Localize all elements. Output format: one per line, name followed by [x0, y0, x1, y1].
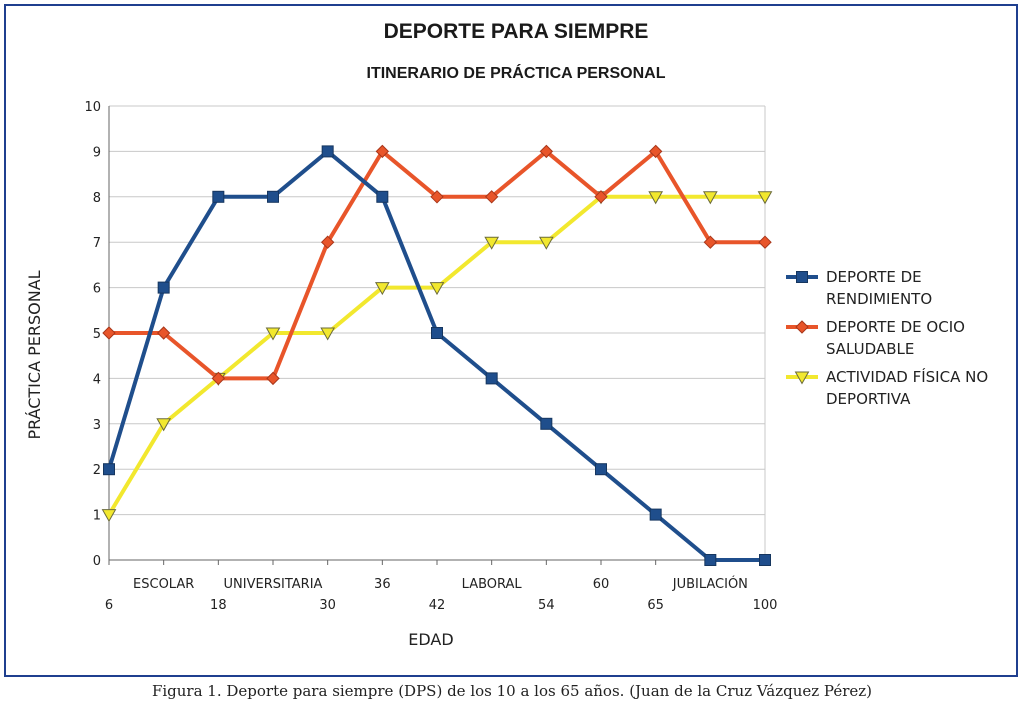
- series-line-2: [107, 194, 765, 516]
- series-0: [103, 145, 771, 566]
- legend-label-0: DEPORTE DE: [826, 268, 922, 286]
- x-stage-label: 60: [593, 577, 610, 592]
- x-age-label: 42: [429, 598, 446, 613]
- series-0-point-6: [431, 327, 443, 339]
- series-2-point-10: [648, 191, 664, 205]
- series-0-point-12: [759, 554, 771, 566]
- x-stage-label: JUBILACIÓN: [672, 576, 748, 592]
- figure-caption: Figura 1. Deporte para siempre (DPS) de …: [151, 682, 873, 700]
- y-tick-labels: 0 1 2 3 4 5 6 7 8 9 10: [84, 100, 101, 569]
- legend-swatch-marker-0: [796, 271, 808, 283]
- y-tick-label-10: 10: [84, 100, 101, 115]
- series-2: [101, 191, 773, 523]
- series-0-point-7: [485, 372, 498, 385]
- series-0-point-1: [157, 281, 170, 294]
- legend-label-0: RENDIMIENTO: [826, 290, 932, 308]
- x-stage-label: LABORAL: [462, 577, 523, 592]
- series-line-1: [109, 149, 765, 381]
- series-2-point-11: [702, 191, 718, 205]
- y-tick-label-7: 7: [93, 236, 101, 251]
- series-1-point-6: [430, 190, 444, 204]
- x-axis-label: EDAD: [408, 630, 453, 649]
- x-age-label: 18: [210, 598, 227, 613]
- series-0-point-3: [267, 190, 279, 203]
- legend: DEPORTE DE RENDIMIENTO DEPORTE DE OCIO SALU…: [786, 268, 988, 408]
- y-tick-label-4: 4: [93, 372, 101, 387]
- series-1-point-1: [156, 326, 171, 340]
- series-1-point-8: [539, 144, 554, 159]
- x-age-label: 65: [647, 598, 664, 613]
- x-age-label: 54: [538, 598, 555, 613]
- series-1-point-12: [758, 235, 772, 249]
- x-age-label: 6: [105, 598, 113, 613]
- series-0-point-11: [704, 554, 717, 566]
- y-tick-label-9: 9: [93, 145, 101, 160]
- series-2-point-12: [757, 191, 773, 205]
- series-2-point-8: [538, 236, 554, 250]
- series-1-point-0: [102, 326, 116, 340]
- series-0-point-8: [540, 417, 553, 430]
- series-0-point-5: [376, 190, 389, 203]
- x-stage-label: UNIVERSITARIA: [224, 577, 323, 592]
- legend-swatch-marker-1: [795, 320, 809, 334]
- x-age-label: 30: [319, 598, 336, 613]
- x-stage-label: 36: [374, 577, 391, 592]
- legend-label-2: ACTIVIDAD FÍSICA NO: [826, 367, 988, 386]
- series-1-point-9: [594, 190, 608, 204]
- series-2-point-0: [101, 509, 117, 523]
- series-1-point-3: [266, 371, 280, 386]
- series-2-point-3: [265, 327, 281, 341]
- series-1-point-7: [484, 190, 499, 204]
- series-2-point-7: [484, 236, 500, 250]
- series-1-point-5: [375, 144, 390, 159]
- chart-title: DEPORTE PARA SIEMPRE: [384, 20, 649, 43]
- series-0-point-2: [212, 190, 225, 203]
- series-1-point-11: [703, 235, 718, 249]
- series-1-point-10: [648, 144, 663, 159]
- series-2-point-4: [320, 327, 336, 341]
- legend-label-1: DEPORTE DE OCIO: [826, 318, 965, 336]
- x-tick-labels: ESCOLAR UNIVERSITARIA 36 LABORAL 60 JUBILACIÓ…: [105, 576, 778, 613]
- y-tick-label-1: 1: [93, 509, 101, 524]
- series-2-point-1: [156, 418, 172, 432]
- y-axis-label: PRÁCTICA PERSONAL: [25, 270, 44, 439]
- series-1: [102, 144, 772, 386]
- series-1-point-2: [211, 371, 226, 386]
- series-2-point-5: [374, 282, 390, 296]
- y-tick-label-5: 5: [93, 327, 101, 342]
- line-chart: DEPORTE PARA SIEMPRE ITINERARIO DE PRÁCT…: [25, 20, 988, 649]
- y-tick-label-3: 3: [93, 418, 101, 433]
- legend-label-2: DEPORTIVA: [826, 390, 911, 408]
- legend-swatch-marker-2: [794, 371, 810, 385]
- y-tick-label-6: 6: [93, 282, 101, 297]
- series-0-point-10: [649, 508, 662, 521]
- x-stage-label: ESCOLAR: [133, 577, 194, 592]
- series-0-point-0: [103, 463, 115, 476]
- y-tick-label-8: 8: [93, 191, 101, 206]
- series-2-point-6: [429, 282, 445, 296]
- series-layer: [101, 144, 773, 566]
- legend-label-1: SALUDABLE: [826, 340, 914, 358]
- series-line-0: [107, 149, 765, 562]
- y-tick-label-2: 2: [93, 463, 101, 478]
- chart-subtitle: ITINERARIO DE PRÁCTICA PERSONAL: [367, 63, 666, 82]
- x-age-label: 100: [753, 598, 778, 613]
- series-1-point-4: [320, 235, 335, 249]
- y-tick-label-0: 0: [93, 554, 101, 569]
- series-0-point-9: [595, 463, 607, 476]
- series-0-point-4: [321, 145, 334, 158]
